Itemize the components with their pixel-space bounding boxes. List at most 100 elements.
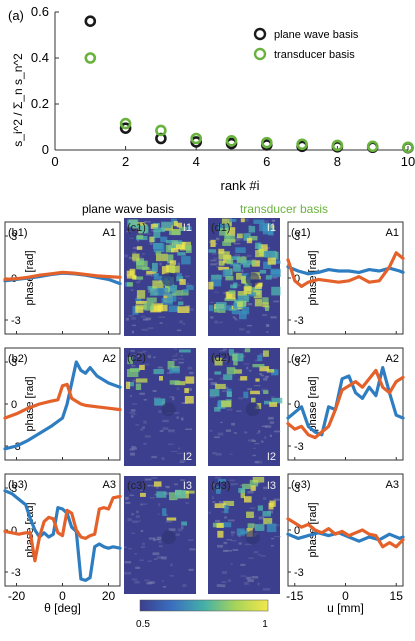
speckle xyxy=(153,558,158,560)
intensity-blob xyxy=(135,298,142,303)
speckle xyxy=(151,230,156,232)
speckle xyxy=(167,443,174,445)
speckle xyxy=(136,510,139,513)
speckle xyxy=(246,254,252,257)
speckle xyxy=(177,452,183,454)
intensity-blob xyxy=(135,301,147,305)
speckle xyxy=(251,576,259,579)
intensity-blob xyxy=(250,390,260,395)
intensity-blob xyxy=(223,500,235,506)
intensity-blob xyxy=(174,381,186,386)
intensity-blob xyxy=(229,218,237,222)
speckle xyxy=(151,477,158,479)
speckle xyxy=(144,221,151,223)
speckle xyxy=(238,397,243,400)
speckle xyxy=(212,483,217,487)
speckle xyxy=(254,461,259,464)
speckle xyxy=(251,440,256,442)
intensity-blob xyxy=(132,253,140,261)
phase-line-orange xyxy=(3,270,122,281)
intensity-blob xyxy=(250,485,256,491)
ylabel: phase [rad] xyxy=(24,376,36,431)
column-title-plane-wave: plane wave basis xyxy=(82,202,174,216)
speckle xyxy=(244,543,252,546)
intensity-blob xyxy=(214,503,226,508)
intensity-blob xyxy=(222,269,231,277)
intensity-blob xyxy=(251,397,256,403)
intensity-blob xyxy=(262,511,271,517)
panel-a-ytick-label: 0.6 xyxy=(31,4,49,19)
speckle xyxy=(131,532,136,534)
panel-a-ytick-label: 0.2 xyxy=(31,96,49,111)
speckle xyxy=(144,221,147,223)
phase-line-orange xyxy=(286,251,405,288)
intensity-blob xyxy=(259,269,267,274)
speckle xyxy=(142,542,145,546)
ytick-label: 3 xyxy=(294,483,300,495)
speckle xyxy=(133,247,140,250)
intensity-blob xyxy=(150,287,158,296)
speckle xyxy=(236,410,242,412)
speckle xyxy=(176,329,182,332)
panel-a-ytick-label: 0.4 xyxy=(31,50,49,65)
intensity-blob xyxy=(215,302,227,311)
speckle xyxy=(141,328,148,331)
speckle xyxy=(177,262,180,266)
speckle xyxy=(180,417,184,421)
intensity-blob xyxy=(167,361,175,370)
ytick-label: -3 xyxy=(11,567,21,579)
intensity-blob xyxy=(225,227,236,236)
intensity-blob xyxy=(153,243,165,253)
intensity-blob xyxy=(249,236,258,241)
intensity-blob xyxy=(146,297,157,303)
panel-a-xtick-label: 4 xyxy=(193,154,200,169)
colorbar-max-label: 1 xyxy=(262,619,268,630)
speckle xyxy=(124,546,127,548)
speckle xyxy=(261,388,268,392)
speckle xyxy=(266,331,269,333)
speckle xyxy=(147,222,151,224)
intensity-blob xyxy=(214,357,223,366)
speckle xyxy=(248,369,252,372)
speckle xyxy=(180,479,185,481)
speckle xyxy=(214,476,222,479)
intensity-blob xyxy=(240,218,245,223)
speckle xyxy=(135,515,140,518)
intensity-blob xyxy=(254,298,262,307)
intensity-blob xyxy=(243,286,252,295)
ytick-label: 0 xyxy=(294,273,300,285)
xtick-label: 15 xyxy=(390,589,404,603)
speckle xyxy=(148,537,156,540)
speckle xyxy=(180,459,186,462)
intensity-blob xyxy=(150,305,162,313)
speckle xyxy=(244,431,248,434)
ylabel: phase [rad] xyxy=(307,376,319,431)
panel-a-legend: plane wave basis transducer basis xyxy=(253,27,359,61)
intensity-blob xyxy=(135,304,147,310)
speckle xyxy=(172,359,178,361)
legend-label-transducer: transducer basis xyxy=(274,49,355,61)
speckle xyxy=(124,571,132,575)
ytick-label: -3 xyxy=(294,315,304,327)
intensity-blob xyxy=(218,223,230,230)
intensity-blob xyxy=(173,221,178,227)
speckle xyxy=(131,447,137,450)
speckle xyxy=(234,254,241,257)
speckle xyxy=(168,528,176,532)
speckle xyxy=(124,561,132,564)
speckle xyxy=(243,349,246,353)
intensity-blob xyxy=(139,364,145,370)
speckle xyxy=(162,419,169,423)
intensity-blob xyxy=(255,378,260,382)
amplitude-label: A2 xyxy=(386,353,399,365)
speckle xyxy=(131,513,134,516)
target-circle xyxy=(161,402,176,417)
speckle xyxy=(171,450,178,453)
intensity-blob xyxy=(237,233,243,239)
speckle xyxy=(129,395,132,397)
speckle xyxy=(253,385,261,387)
ylabel: phase [rad] xyxy=(307,250,319,305)
intensity-blob xyxy=(147,286,156,290)
intensity-blob xyxy=(144,302,154,311)
